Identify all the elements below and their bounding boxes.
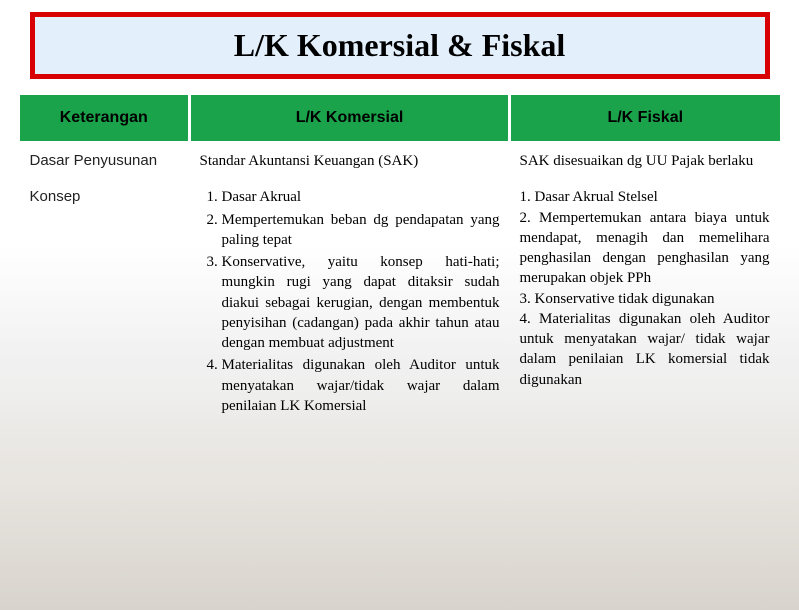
- comparison-table: Keterangan L/K Komersial L/K Fiskal Dasa…: [20, 95, 780, 424]
- list-item: Konservative, yaitu konsep hati-hati; mu…: [222, 252, 500, 353]
- cell-konsep-fiskal: 1. Dasar Akrual Stelsel 2. Mempertemukan…: [510, 177, 780, 424]
- table-row: Dasar Penyusunan Standar Akuntansi Keuan…: [20, 141, 780, 177]
- cell-dasar-komersial: Standar Akuntansi Keuangan (SAK): [190, 141, 510, 177]
- row-label-konsep: Konsep: [20, 177, 190, 424]
- list-item: Mempertemukan beban dg pendapatan yang p…: [222, 210, 500, 251]
- list-item: Dasar Akrual: [222, 187, 500, 207]
- table-row: Konsep Dasar Akrual Mempertemukan beban …: [20, 177, 780, 424]
- title-banner: L/K Komersial & Fiskal: [30, 12, 770, 79]
- header-fiskal: L/K Fiskal: [510, 95, 780, 141]
- page-title: L/K Komersial & Fiskal: [35, 27, 765, 64]
- header-komersial: L/K Komersial: [190, 95, 510, 141]
- header-keterangan: Keterangan: [20, 95, 190, 141]
- row-label-dasar: Dasar Penyusunan: [20, 141, 190, 177]
- list-item: Materialitas digunakan oleh Auditor untu…: [222, 355, 500, 416]
- cell-konsep-komersial: Dasar Akrual Mempertemukan beban dg pend…: [190, 177, 510, 424]
- cell-dasar-fiskal: SAK disesuaikan dg UU Pajak berlaku: [510, 141, 780, 177]
- table-header-row: Keterangan L/K Komersial L/K Fiskal: [20, 95, 780, 141]
- konsep-komersial-list: Dasar Akrual Mempertemukan beban dg pend…: [200, 187, 500, 416]
